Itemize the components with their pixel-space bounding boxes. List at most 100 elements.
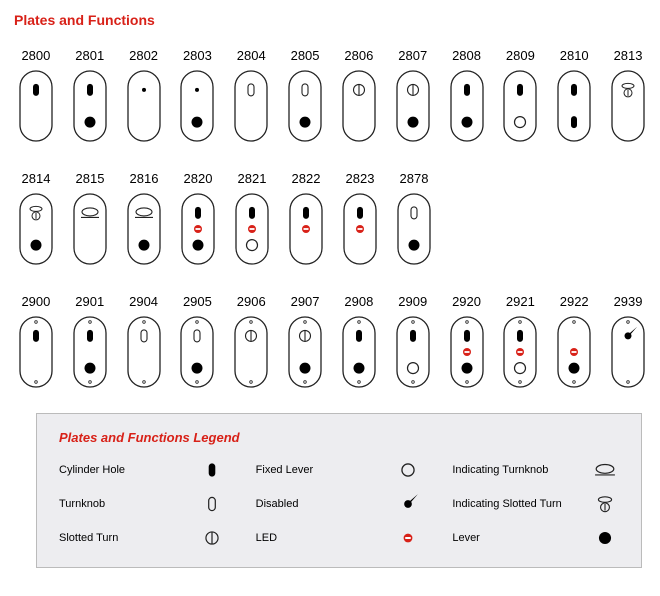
legend-label: Indicating Slotted Turn	[452, 498, 561, 510]
legend-item: Indicating Turnknob	[452, 459, 619, 481]
plate-cell: 2809	[496, 48, 544, 143]
plate-cell: 2821	[228, 171, 276, 266]
plate-icon	[609, 315, 647, 389]
plate-icon	[125, 69, 163, 143]
plate-code: 2813	[614, 48, 643, 63]
lever-icon	[591, 527, 619, 549]
plate-cell: 2900	[12, 294, 60, 389]
plate-cell: 2908	[335, 294, 383, 389]
plate-row: 2800280128022803280428052806280728082809…	[12, 48, 652, 143]
legend-grid: Cylinder Hole Fixed Lever Indicating Turnk…	[59, 459, 619, 549]
plate-icon	[286, 315, 324, 389]
plate-code: 2804	[237, 48, 266, 63]
plate-cell: 2801	[66, 48, 114, 143]
plate-icon	[17, 192, 55, 266]
plate-code: 2878	[400, 171, 429, 186]
plate-cell: 2822	[282, 171, 330, 266]
legend-item: Indicating Slotted Turn	[452, 493, 619, 515]
plate-icon	[501, 315, 539, 389]
plate-icon	[71, 69, 109, 143]
plate-cell: 2800	[12, 48, 60, 143]
plate-code: 2815	[76, 171, 105, 186]
plate-code: 2900	[21, 294, 50, 309]
plate-code: 2802	[129, 48, 158, 63]
plate-icon	[340, 69, 378, 143]
plate-code: 2800	[21, 48, 50, 63]
plate-code: 2907	[291, 294, 320, 309]
plate-icon	[394, 69, 432, 143]
plate-cell: 2906	[227, 294, 275, 389]
plate-code: 2822	[292, 171, 321, 186]
plate-cell: 2803	[173, 48, 221, 143]
plate-code: 2908	[344, 294, 373, 309]
plate-code: 2805	[291, 48, 320, 63]
cylinder-icon	[198, 459, 226, 481]
legend-item: Cylinder Hole	[59, 459, 226, 481]
plate-code: 2801	[75, 48, 104, 63]
plate-icon	[287, 192, 325, 266]
plate-icon	[232, 69, 270, 143]
plate-cell: 2878	[390, 171, 438, 266]
plate-cell: 2814	[12, 171, 60, 266]
plate-cell: 2805	[281, 48, 329, 143]
plate-icon	[555, 69, 593, 143]
plate-icon	[125, 315, 163, 389]
plate-icon	[340, 315, 378, 389]
plate-icon	[448, 315, 486, 389]
plate-cell: 2804	[227, 48, 275, 143]
plate-cell: 2810	[550, 48, 598, 143]
plate-code: 2906	[237, 294, 266, 309]
plate-code: 2814	[22, 171, 51, 186]
legend: Plates and Functions Legend Cylinder Hol…	[36, 413, 642, 568]
plate-cell: 2823	[336, 171, 384, 266]
ind_knob-icon	[591, 459, 619, 481]
plate-code: 2922	[560, 294, 589, 309]
legend-label: LED	[256, 532, 277, 544]
plate-code: 2909	[398, 294, 427, 309]
plate-code: 2904	[129, 294, 158, 309]
plate-icon	[17, 69, 55, 143]
legend-item: Turnknob	[59, 493, 226, 515]
plate-icon	[71, 192, 109, 266]
legend-item: Disabled	[256, 493, 423, 515]
fixed-icon	[394, 459, 422, 481]
plate-icon	[341, 192, 379, 266]
plate-code: 2806	[344, 48, 373, 63]
ind_slot-icon	[591, 493, 619, 515]
slotted-icon	[198, 527, 226, 549]
plate-rows: 2800280128022803280428052806280728082809…	[12, 48, 652, 389]
legend-label: Indicating Turnknob	[452, 464, 548, 476]
plate-code: 2823	[346, 171, 375, 186]
plate-cell: 2920	[443, 294, 491, 389]
plate-code: 2803	[183, 48, 212, 63]
plate-code: 2808	[452, 48, 481, 63]
plate-icon	[179, 192, 217, 266]
plate-code: 2809	[506, 48, 535, 63]
plate-cell: 2815	[66, 171, 114, 266]
plate-icon	[286, 69, 324, 143]
plate-cell: 2816	[120, 171, 168, 266]
plate-icon	[609, 69, 647, 143]
plate-cell: 2904	[120, 294, 168, 389]
plate-code: 2939	[614, 294, 643, 309]
plate-icon	[395, 192, 433, 266]
plate-row: 2900290129042905290629072908290929202921…	[12, 294, 652, 389]
plate-code: 2921	[506, 294, 535, 309]
plate-icon	[71, 315, 109, 389]
legend-label: Slotted Turn	[59, 532, 118, 544]
plate-code: 2821	[238, 171, 267, 186]
plate-cell: 2921	[496, 294, 544, 389]
legend-label: Turnknob	[59, 498, 105, 510]
turnknob-icon	[198, 493, 226, 515]
plate-icon	[501, 69, 539, 143]
plate-icon	[178, 69, 216, 143]
legend-label: Cylinder Hole	[59, 464, 125, 476]
plate-icon	[232, 315, 270, 389]
legend-item: Lever	[452, 527, 619, 549]
plate-icon	[17, 315, 55, 389]
plate-cell: 2806	[335, 48, 383, 143]
legend-item: LED	[256, 527, 423, 549]
plate-cell: 2820	[174, 171, 222, 266]
plate-cell: 2808	[443, 48, 491, 143]
legend-label: Fixed Lever	[256, 464, 313, 476]
